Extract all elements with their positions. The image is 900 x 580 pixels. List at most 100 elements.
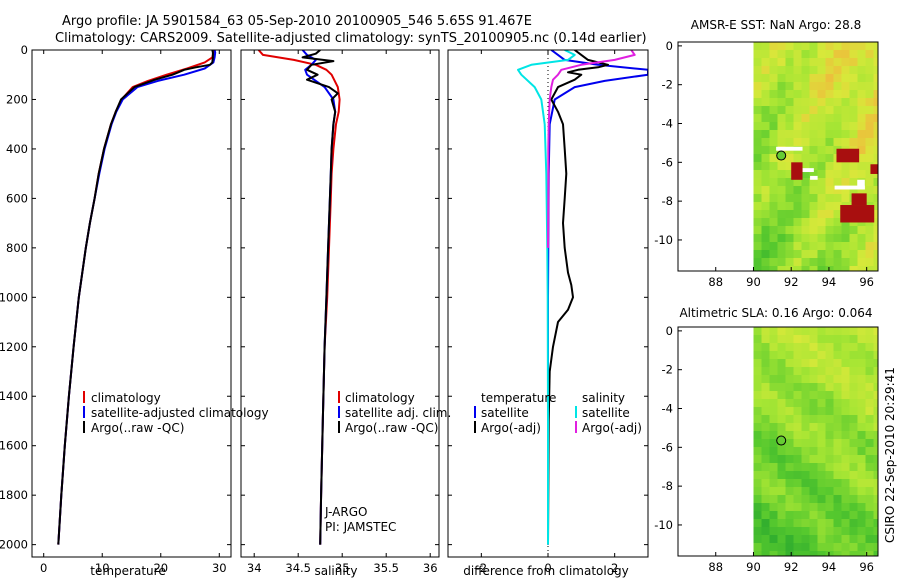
map-cell bbox=[849, 407, 858, 416]
map-cell bbox=[801, 122, 810, 131]
map-cell bbox=[873, 455, 879, 464]
map-cell bbox=[873, 242, 879, 251]
map-cell bbox=[801, 146, 810, 155]
map-cell bbox=[857, 367, 866, 376]
map-cell bbox=[777, 98, 786, 107]
map-cell bbox=[849, 527, 858, 536]
map-cell bbox=[785, 226, 794, 235]
map-cell bbox=[817, 343, 826, 352]
map-cell bbox=[817, 391, 826, 400]
map-cell bbox=[873, 431, 879, 440]
map-cell bbox=[833, 266, 842, 272]
sla-map-frame bbox=[677, 326, 879, 557]
map-cell bbox=[817, 138, 826, 147]
map-cell bbox=[873, 479, 879, 488]
map-cell bbox=[801, 250, 810, 259]
map-cell bbox=[785, 82, 794, 91]
map-cell bbox=[825, 351, 834, 360]
series-line-salinity-argo bbox=[301, 50, 339, 545]
map-cell bbox=[801, 66, 810, 75]
map-cell bbox=[793, 154, 802, 163]
map-cell bbox=[785, 74, 794, 83]
legend-title-salinity: salinity bbox=[582, 391, 625, 405]
map-cell bbox=[793, 447, 802, 456]
map-cell bbox=[753, 383, 762, 392]
map-cell bbox=[753, 170, 762, 179]
map-cell bbox=[873, 146, 879, 155]
map-cell bbox=[785, 98, 794, 107]
map-cell bbox=[865, 50, 874, 59]
map-cell bbox=[865, 122, 874, 131]
map-cell bbox=[793, 415, 802, 424]
map-cell bbox=[753, 98, 762, 107]
map-cell bbox=[785, 463, 794, 472]
map-cell bbox=[841, 186, 850, 195]
y-tick-label: -6 bbox=[662, 440, 673, 454]
map-cell bbox=[857, 130, 866, 139]
map-cell bbox=[857, 543, 866, 552]
y-tick-label: -8 bbox=[662, 194, 673, 208]
map-cell bbox=[801, 447, 810, 456]
x-tick-label: 88 bbox=[708, 275, 723, 289]
map-cell bbox=[753, 258, 762, 267]
map-cell bbox=[753, 50, 762, 59]
map-cell bbox=[753, 194, 762, 203]
map-cell bbox=[785, 327, 794, 336]
map-cell bbox=[761, 114, 770, 123]
map-cell bbox=[769, 487, 778, 496]
map-cell bbox=[809, 50, 818, 59]
map-cell bbox=[873, 383, 879, 392]
map-cell bbox=[809, 170, 818, 179]
map-cell bbox=[801, 242, 810, 251]
map-cell bbox=[849, 519, 858, 528]
map-cell bbox=[857, 471, 866, 480]
map-cell bbox=[849, 535, 858, 544]
map-cell bbox=[785, 495, 794, 504]
map-cell bbox=[777, 399, 786, 408]
map-cell bbox=[753, 511, 762, 520]
map-cell bbox=[801, 90, 810, 99]
map-cell bbox=[777, 226, 786, 235]
argo-location-marker bbox=[776, 150, 787, 161]
y-tick-label: 1400 bbox=[0, 389, 28, 403]
map-cell bbox=[777, 327, 786, 336]
map-cell bbox=[825, 210, 834, 219]
map-cell bbox=[785, 375, 794, 384]
map-cell bbox=[849, 82, 858, 91]
map-cell bbox=[801, 327, 810, 336]
legend-temperature: climatology satellite-adjusted climatolo… bbox=[83, 391, 269, 435]
map-cell bbox=[753, 106, 762, 115]
map-cell bbox=[809, 503, 818, 512]
map-cell bbox=[873, 487, 879, 496]
map-cell bbox=[761, 162, 770, 171]
map-cell bbox=[793, 66, 802, 75]
map-cell bbox=[761, 359, 770, 368]
map-cell bbox=[769, 511, 778, 520]
map-cell bbox=[777, 343, 786, 352]
map-cell bbox=[833, 391, 842, 400]
map-cell bbox=[873, 343, 879, 352]
map-cell bbox=[769, 234, 778, 243]
x-tick-label: 96 bbox=[859, 560, 874, 574]
map-cell bbox=[873, 258, 879, 267]
map-cell bbox=[753, 42, 762, 51]
map-cell bbox=[793, 258, 802, 267]
map-cell bbox=[833, 234, 842, 243]
map-cell bbox=[849, 258, 858, 267]
map-cell bbox=[865, 42, 874, 51]
map-cell bbox=[865, 178, 874, 187]
map-cell bbox=[769, 106, 778, 115]
map-cell bbox=[825, 431, 834, 440]
map-cell bbox=[873, 82, 879, 91]
map-cell bbox=[761, 543, 770, 552]
map-cell bbox=[785, 114, 794, 123]
map-cell bbox=[841, 106, 850, 115]
map-cell bbox=[809, 66, 818, 75]
map-missing-cell bbox=[810, 175, 818, 180]
map-missing-cell bbox=[857, 179, 865, 190]
map-cell bbox=[769, 226, 778, 235]
map-cell bbox=[817, 327, 826, 336]
map-cell bbox=[777, 106, 786, 115]
map-cell bbox=[833, 250, 842, 259]
x-tick-label: 2 bbox=[611, 561, 618, 575]
